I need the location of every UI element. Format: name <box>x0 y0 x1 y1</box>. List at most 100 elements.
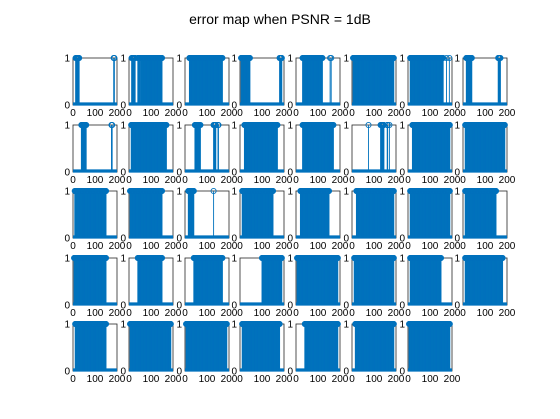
subplot-1: 0 1 0 100 200 <box>64 54 125 120</box>
subplot-5: 0 1 0 100 200 <box>287 54 348 120</box>
ytick-label: 0 <box>120 168 126 179</box>
subplot-9: 0 1 0 100 200 <box>64 121 125 187</box>
stem-marker <box>197 121 204 129</box>
xtick-label: 0 <box>182 108 188 119</box>
ytick-label: 1 <box>176 121 182 132</box>
ytick-label: 1 <box>287 187 293 198</box>
stem-marker <box>246 54 253 62</box>
xtick-label: 200 <box>221 175 238 186</box>
subplot-20: 010 100 200 <box>231 187 292 253</box>
stem-marker <box>440 54 447 62</box>
ytick-label: 1 <box>454 54 460 65</box>
xtick-label: 0 <box>182 175 188 186</box>
ytick-label: 0 <box>287 101 293 112</box>
xtick-label: 100 <box>310 175 327 186</box>
xtick-label: 100 <box>477 108 494 119</box>
subplot-17: 010 100 200 <box>64 187 125 253</box>
stem-marker <box>219 54 226 62</box>
ytick-label: 0 <box>120 101 126 112</box>
xtick-label: 200 <box>109 108 126 119</box>
subplot-6: 0 1 0 100 200 <box>343 54 404 120</box>
ytick-label: 0 <box>454 101 460 112</box>
xtick-label: 100 <box>199 241 216 252</box>
ytick-label: 0 <box>231 101 237 112</box>
xtick-label: 100 <box>310 108 327 119</box>
xtick-label: 0 <box>126 175 132 186</box>
xtick-label: 0 <box>70 108 76 119</box>
xtick-label: 0 <box>126 241 132 252</box>
stem-marker <box>215 121 222 129</box>
ytick-label: 0 <box>176 168 182 179</box>
subplot-21: 010 100 200 <box>287 187 348 253</box>
stem-marker <box>76 54 83 62</box>
xtick-label: 100 <box>366 175 383 186</box>
xtick-label: 0 <box>405 175 411 186</box>
xtick-label: 100 <box>254 108 271 119</box>
xtick-label: 0 <box>70 175 76 186</box>
ytick-label: 1 <box>64 187 70 198</box>
xtick-label: 200 <box>109 175 126 186</box>
axes-box <box>72 124 118 173</box>
subplot-2: 0 1 0 100 200 <box>120 54 181 120</box>
xtick-label: 100 <box>87 175 104 186</box>
xtick-label: 100 <box>366 108 383 119</box>
xtick-label: 0 <box>237 175 243 186</box>
ytick-label: 1 <box>120 187 126 198</box>
ytick-label: 0 <box>176 101 182 112</box>
subplot-4: 0 1 0 100 200 <box>231 54 292 120</box>
ytick-label: 1 <box>399 121 405 132</box>
ytick-label: 1 <box>454 121 460 132</box>
xtick-label: 100 <box>254 175 271 186</box>
ytick-label: 1 <box>176 187 182 198</box>
subplot-15: 010 100 200 <box>399 121 460 187</box>
ytick-label: 0 <box>231 168 237 179</box>
stem-marker <box>390 54 397 62</box>
stem-marker <box>328 54 335 62</box>
ytick-label: 1 <box>120 121 126 132</box>
xtick-label: 0 <box>460 108 466 119</box>
stem-marker <box>446 54 453 62</box>
stem-marker <box>319 54 326 62</box>
xtick-label: 100 <box>477 175 494 186</box>
xtick-label: 100 <box>422 108 439 119</box>
ytick-label: 1 <box>343 121 349 132</box>
xtick-label: 100 <box>199 175 216 186</box>
ytick-label: 1 <box>64 121 70 132</box>
xtick-label: 0 <box>349 108 355 119</box>
subplot-10: 0 1 0 100 200 <box>120 121 181 187</box>
xtick-label: 100 <box>254 241 271 252</box>
stem-marker <box>109 121 116 129</box>
subplot-3: 0 1 0 100 200 <box>176 54 237 120</box>
figure-title: error map when PSNR = 1dB <box>189 11 371 27</box>
subplot-12: 0 1 0 100 200 <box>231 121 292 187</box>
xtick-label: 200 <box>276 175 293 186</box>
axes-box <box>184 124 230 173</box>
xtick-label: 100 <box>87 108 104 119</box>
stem-marker <box>274 121 281 129</box>
ytick-label: 0 <box>64 168 70 179</box>
xtick-label: 0 <box>182 241 188 252</box>
ytick-label: 1 <box>176 54 182 65</box>
ytick-label: 1 <box>287 121 293 132</box>
stem-marker <box>278 54 285 62</box>
subplot-11: 0 1 0 100 200 <box>176 121 237 187</box>
ytick-label: 1 <box>64 54 70 65</box>
xtick-label: 200 <box>276 108 293 119</box>
xtick-label: 0 <box>237 241 243 252</box>
stem-marker <box>497 54 504 62</box>
ytick-label: 1 <box>231 187 237 198</box>
xtick-label: 100 <box>199 108 216 119</box>
subplot-22: 010 100 200 <box>343 187 404 253</box>
xtick-label: 200 <box>499 108 516 119</box>
ytick-label: 1 <box>399 54 405 65</box>
ytick-label: 1 <box>287 54 293 65</box>
subplot-16: 010 100 200 <box>454 121 515 187</box>
xtick-label: 0 <box>460 175 466 186</box>
xtick-label: 0 <box>237 108 243 119</box>
subplot-8: 0 1 0 100 200 <box>454 54 515 120</box>
ytick-label: 1 <box>231 121 237 132</box>
xtick-label: 200 <box>165 108 182 119</box>
xtick-label: 0 <box>293 175 299 186</box>
